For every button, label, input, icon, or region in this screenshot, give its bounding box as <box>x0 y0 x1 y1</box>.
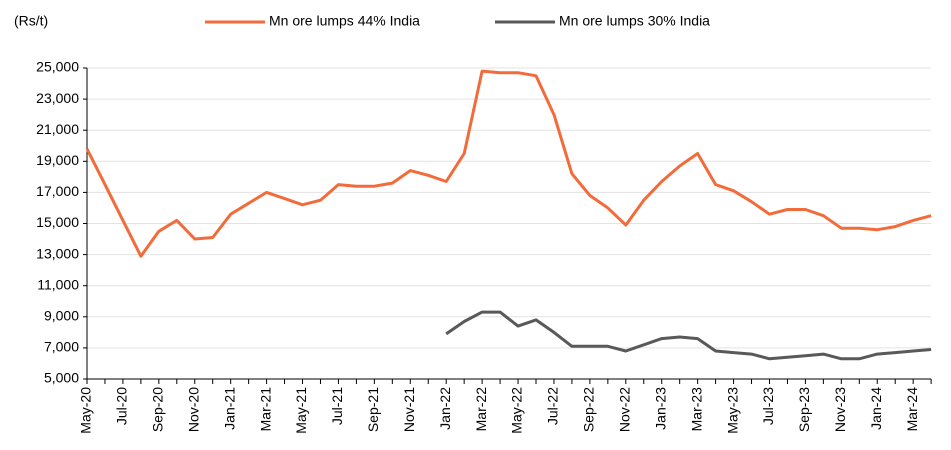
y-tick-label: 21,000 <box>36 121 79 137</box>
x-tick-label: May-23 <box>724 387 740 434</box>
x-tick-label: Jul-20 <box>114 387 130 425</box>
y-tick-label: 17,000 <box>36 183 79 199</box>
x-tick-label: Nov-22 <box>617 387 633 432</box>
x-tick-label: Jul-22 <box>545 387 561 425</box>
x-tick-label: Nov-23 <box>832 387 848 432</box>
x-tick-label: May-21 <box>293 387 309 434</box>
y-tick-label: 11,000 <box>37 276 79 292</box>
y-tick-label: 7,000 <box>44 339 79 355</box>
y-tick-label: 9,000 <box>44 308 79 324</box>
x-tick-label: Jan-23 <box>652 387 668 430</box>
x-tick-label: May-20 <box>78 387 94 434</box>
x-tick-label: May-22 <box>509 387 525 434</box>
x-tick-label: Jan-24 <box>868 387 884 430</box>
y-tick-label: 13,000 <box>36 245 79 261</box>
series-line <box>85 69 932 258</box>
x-tick-label: Mar-22 <box>473 387 489 432</box>
legend-label: Mn ore lumps 44% India <box>269 13 420 29</box>
x-tick-label: Nov-20 <box>185 387 201 432</box>
y-tick-label: 15,000 <box>36 214 79 230</box>
x-tick-label: Jul-23 <box>760 387 776 425</box>
y-tick-label: 5,000 <box>44 370 79 386</box>
x-tick-label: Jan-22 <box>437 387 453 430</box>
x-tick-label: Sep-23 <box>796 387 812 432</box>
x-tick-label: Mar-21 <box>257 387 273 432</box>
x-tick-label: Mar-24 <box>904 387 920 432</box>
x-tick-label: Sep-22 <box>581 387 597 432</box>
x-tick-label: Jan-21 <box>221 387 237 430</box>
y-axis-label: (Rs/t) <box>14 13 48 29</box>
x-tick-label: Mar-23 <box>688 387 704 432</box>
x-tick-label: Sep-21 <box>365 387 381 432</box>
y-tick-label: 19,000 <box>36 152 79 168</box>
y-tick-label: 23,000 <box>36 90 79 106</box>
legend-label: Mn ore lumps 30% India <box>559 13 710 29</box>
series-line <box>445 310 932 361</box>
x-tick-label: Nov-21 <box>401 387 417 432</box>
x-tick-label: Jul-21 <box>329 387 345 425</box>
x-tick-label: Sep-20 <box>150 387 166 432</box>
y-tick-label: 25,000 <box>36 59 79 75</box>
